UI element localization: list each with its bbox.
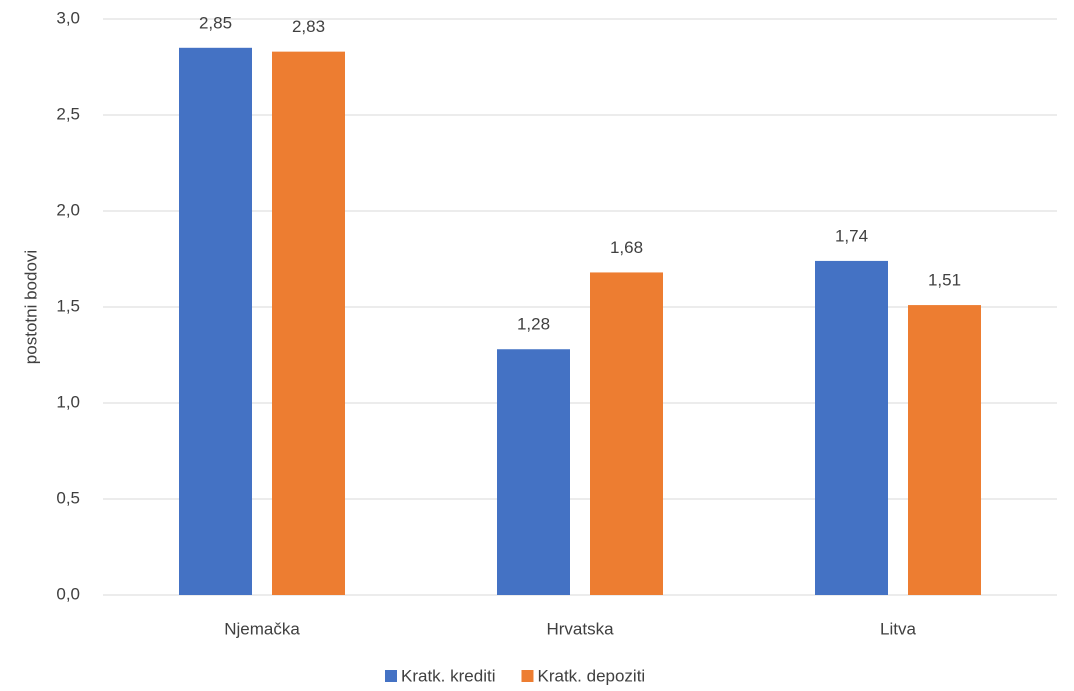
y-tick-label: 1,0 xyxy=(56,392,80,411)
value-label: 1,28 xyxy=(517,315,550,334)
bar xyxy=(272,51,345,595)
bar xyxy=(179,47,252,596)
y-axis-label: postotni bodovi xyxy=(21,250,40,364)
legend-label: Kratk. krediti xyxy=(401,666,495,685)
y-tick-label: 2,0 xyxy=(56,200,80,219)
value-label: 1,68 xyxy=(610,238,643,257)
y-tick-label: 3,0 xyxy=(56,8,80,27)
x-tick-label: Njemačka xyxy=(224,619,300,638)
value-label: 1,51 xyxy=(928,271,961,290)
bar xyxy=(815,260,888,595)
value-label: 1,74 xyxy=(835,226,868,245)
legend-swatch xyxy=(385,670,397,682)
x-tick-label: Litva xyxy=(880,619,916,638)
legend-label: Kratk. depoziti xyxy=(537,666,645,685)
y-tick-label: 1,5 xyxy=(56,296,80,315)
x-tick-label: Hrvatska xyxy=(546,619,614,638)
y-tick-label: 0,0 xyxy=(56,584,80,603)
bar xyxy=(497,349,570,595)
y-tick-label: 2,5 xyxy=(56,104,80,123)
y-tick-label: 0,5 xyxy=(56,488,80,507)
bar xyxy=(908,305,981,595)
bar xyxy=(590,272,663,595)
value-label: 2,83 xyxy=(292,17,325,36)
legend-swatch xyxy=(521,670,534,682)
value-label: 2,85 xyxy=(199,13,232,32)
